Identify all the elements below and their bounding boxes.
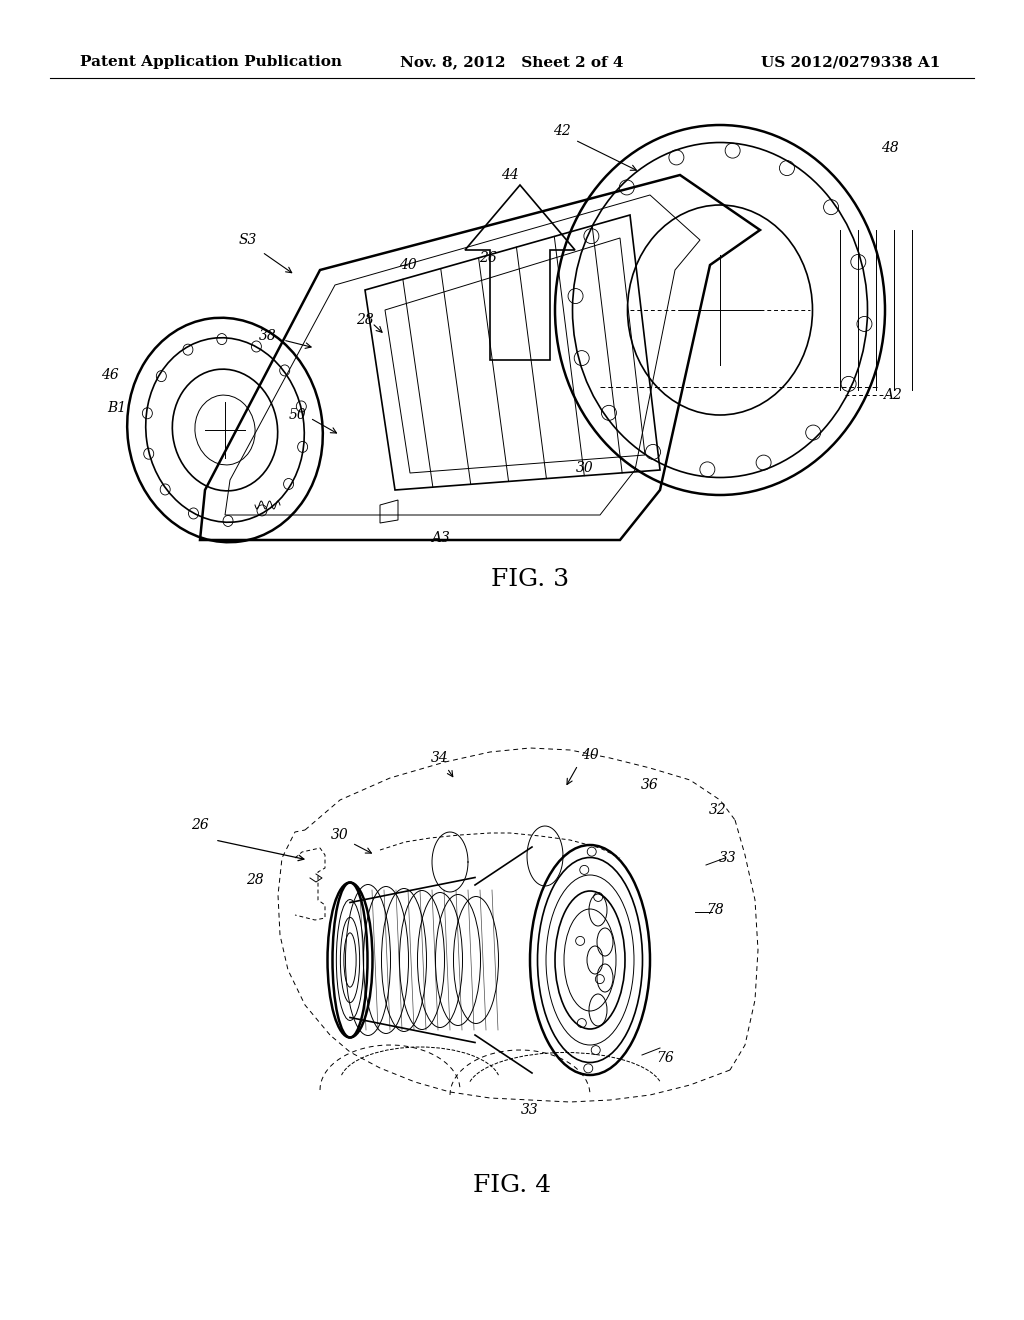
Text: 30: 30 <box>577 461 594 475</box>
Text: 44: 44 <box>501 168 519 182</box>
Text: 78: 78 <box>707 903 724 917</box>
Text: 28: 28 <box>356 313 374 327</box>
Text: 40: 40 <box>399 257 417 272</box>
Text: 38: 38 <box>259 329 276 343</box>
Text: 33: 33 <box>719 851 737 865</box>
Text: 76: 76 <box>656 1051 674 1065</box>
Text: 26: 26 <box>479 251 497 265</box>
Text: 34: 34 <box>431 751 449 766</box>
Text: B1: B1 <box>108 401 127 414</box>
Text: 36: 36 <box>641 777 658 792</box>
Text: FIG. 4: FIG. 4 <box>473 1173 551 1196</box>
Text: A3: A3 <box>430 531 450 545</box>
Text: S3: S3 <box>239 234 257 247</box>
Text: 46: 46 <box>101 368 119 381</box>
Text: US 2012/0279338 A1: US 2012/0279338 A1 <box>761 55 940 69</box>
Text: A2: A2 <box>883 388 901 403</box>
Text: Nov. 8, 2012   Sheet 2 of 4: Nov. 8, 2012 Sheet 2 of 4 <box>400 55 624 69</box>
Text: 32: 32 <box>710 803 727 817</box>
Text: 33: 33 <box>521 1104 539 1117</box>
Text: FIG. 3: FIG. 3 <box>490 569 569 591</box>
Text: 50: 50 <box>289 408 307 422</box>
Text: 30: 30 <box>331 828 349 842</box>
Text: 28: 28 <box>246 873 264 887</box>
Text: 48: 48 <box>881 141 899 154</box>
Text: 40: 40 <box>582 748 599 762</box>
Text: 26: 26 <box>191 818 209 832</box>
Text: 42: 42 <box>553 124 570 139</box>
Text: Patent Application Publication: Patent Application Publication <box>80 55 342 69</box>
